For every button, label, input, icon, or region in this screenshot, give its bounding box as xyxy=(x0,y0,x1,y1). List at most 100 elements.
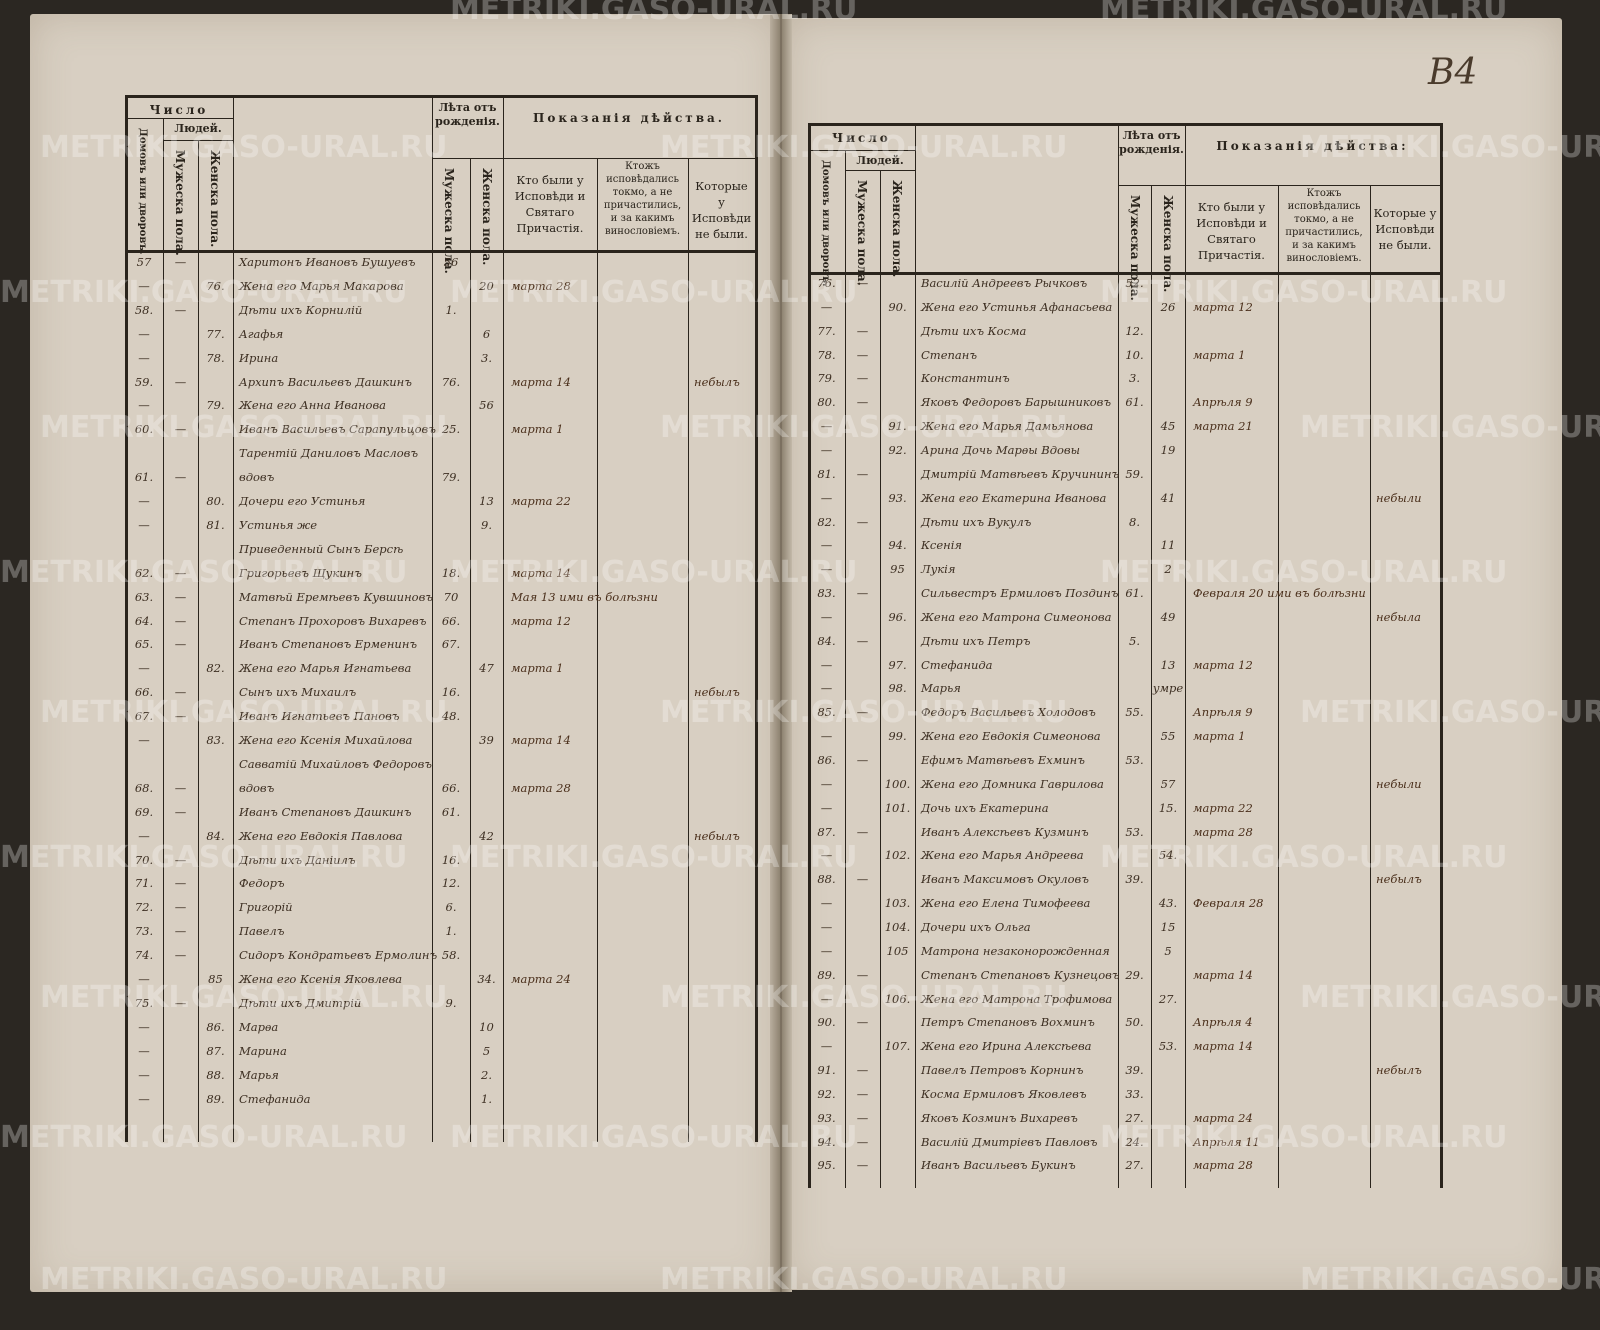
house-number: — xyxy=(820,919,833,934)
left-column-rule xyxy=(688,158,689,1142)
left-header-not-communed: Ктожъ исповѣдались токмо, а не причастил… xyxy=(603,161,682,237)
female-number: 103. xyxy=(884,896,911,911)
right-header-chislo: Число xyxy=(832,131,891,145)
male-number: — xyxy=(174,852,187,867)
male-age: 9. xyxy=(445,995,457,1010)
male-age: 53. xyxy=(1125,824,1144,839)
male-age: 48. xyxy=(441,709,461,724)
confession-date: марта 1 xyxy=(511,661,564,676)
female-number: 102. xyxy=(884,848,911,863)
confession-date: марта 12 xyxy=(511,613,571,628)
person-name: вдовъ xyxy=(239,780,275,795)
book-gutter xyxy=(770,14,792,1292)
female-number: 97. xyxy=(888,657,907,672)
right-column-rule xyxy=(880,170,881,1188)
house-number: 85. xyxy=(817,705,836,720)
male-age: 67. xyxy=(441,637,461,652)
person-name: Тарентій Даниловъ Масловъ xyxy=(239,446,419,461)
house-number: — xyxy=(138,494,150,508)
house-number: — xyxy=(138,278,150,293)
person-name: Дѣти ихъ Косма xyxy=(921,323,1027,338)
male-number: — xyxy=(856,1015,869,1030)
person-name: Федоръ Васильевъ Холодовъ xyxy=(921,705,1096,720)
left-header-chislo: Число xyxy=(149,103,209,117)
male-age: 6. xyxy=(445,900,457,915)
male-age: 55. xyxy=(1125,705,1144,720)
house-number: 83. xyxy=(817,586,836,601)
right-header-rule xyxy=(808,272,1443,275)
person-name: Агафья xyxy=(239,326,284,341)
male-number: — xyxy=(174,565,187,580)
female-number: 104. xyxy=(884,919,911,934)
person-name: Иванъ Васильевъ Букинъ xyxy=(921,1158,1076,1173)
absent-note: небыли xyxy=(1376,490,1422,505)
female-age: 9. xyxy=(481,517,492,532)
person-name: Яковъ Федоровъ Барышниковъ xyxy=(921,395,1112,410)
person-name: Жена его Марья Макарова xyxy=(239,278,404,293)
house-number: 68. xyxy=(134,780,154,795)
left-header-domov: Домовъ или дворовъ. xyxy=(137,128,148,255)
male-age: 24. xyxy=(1125,1134,1144,1149)
male-number: — xyxy=(174,780,187,795)
female-age: 5 xyxy=(1164,943,1172,958)
right-column-rule xyxy=(1185,123,1186,1188)
confession-date: марта 1 xyxy=(1193,729,1246,744)
person-name: Петръ Степановъ Вохминъ xyxy=(921,1015,1095,1030)
female-age: 15. xyxy=(1158,800,1178,815)
house-number: 84. xyxy=(817,633,836,648)
person-name: Стефанида xyxy=(239,1091,311,1106)
house-number: — xyxy=(138,972,150,986)
female-age: 45 xyxy=(1160,419,1176,434)
female-age: 53. xyxy=(1158,1039,1178,1054)
male-age: 56 xyxy=(443,255,459,269)
person-name: Иванъ Степановъ Дашкинъ xyxy=(239,804,412,819)
confession-date: марта 14 xyxy=(511,374,571,389)
person-name: Федоръ xyxy=(239,876,285,891)
left-header-absent: Которые у Исповѣди не были. xyxy=(691,179,752,241)
person-name: Степанъ Степановъ Кузнецовъ xyxy=(921,967,1120,982)
person-name: Савватій Михайловъ Федоровъ xyxy=(239,756,432,771)
house-number: — xyxy=(138,350,150,365)
female-age: 42 xyxy=(479,828,494,843)
person-name: Жена его Устинья Афанасьева xyxy=(921,299,1113,314)
house-number: 65. xyxy=(134,637,154,652)
female-age: 10 xyxy=(479,1019,494,1034)
right-column-rule xyxy=(808,123,811,1188)
left-header-lyudei: Людей. xyxy=(174,122,222,135)
male-age: 50. xyxy=(1125,1015,1144,1030)
house-number: 87. xyxy=(817,824,836,839)
female-age: 2 xyxy=(1164,562,1172,577)
house-number: — xyxy=(820,442,833,457)
house-number: 67. xyxy=(134,709,154,724)
confession-date: Апрѣля 4 xyxy=(1193,1015,1253,1030)
person-name: Жена его Екатерина Иванова xyxy=(921,490,1107,505)
male-number: — xyxy=(856,323,869,338)
female-age: 56 xyxy=(479,398,494,413)
person-name: Сидоръ Кондратьевъ Ермолинъ xyxy=(239,948,438,963)
male-number: — xyxy=(174,637,187,652)
male-age: 70 xyxy=(443,589,459,604)
person-name: Григорій xyxy=(239,900,293,915)
absent-note: небыли xyxy=(1376,776,1422,791)
male-age: 12. xyxy=(1125,323,1144,338)
female-age: 55 xyxy=(1160,729,1176,744)
right-column-rule xyxy=(915,123,916,1188)
person-name: вдовъ xyxy=(239,470,275,485)
female-number: 77. xyxy=(206,326,225,341)
confession-date: марта 28 xyxy=(1193,1158,1253,1173)
person-name: Марѳа xyxy=(239,1019,279,1034)
absent-note: небылъ xyxy=(694,374,740,389)
person-name: Ирина xyxy=(239,350,279,365)
male-number: — xyxy=(174,374,187,389)
female-number: 78. xyxy=(206,350,225,365)
female-age: 2. xyxy=(481,1067,492,1082)
female-age: 19 xyxy=(1160,442,1176,457)
male-number: — xyxy=(174,470,187,485)
confession-date: Февраля 28 xyxy=(1193,896,1264,911)
person-name: Жена его Евдокія Симеонова xyxy=(921,729,1101,744)
right-header-leta-zhen: Женска пола. xyxy=(1161,195,1175,293)
house-number: 58. xyxy=(134,302,154,317)
left-header-pokazaniya: Показанія дѣйства. xyxy=(533,111,725,125)
left-leta-rule xyxy=(432,158,503,159)
absent-note: небылъ xyxy=(694,685,740,700)
